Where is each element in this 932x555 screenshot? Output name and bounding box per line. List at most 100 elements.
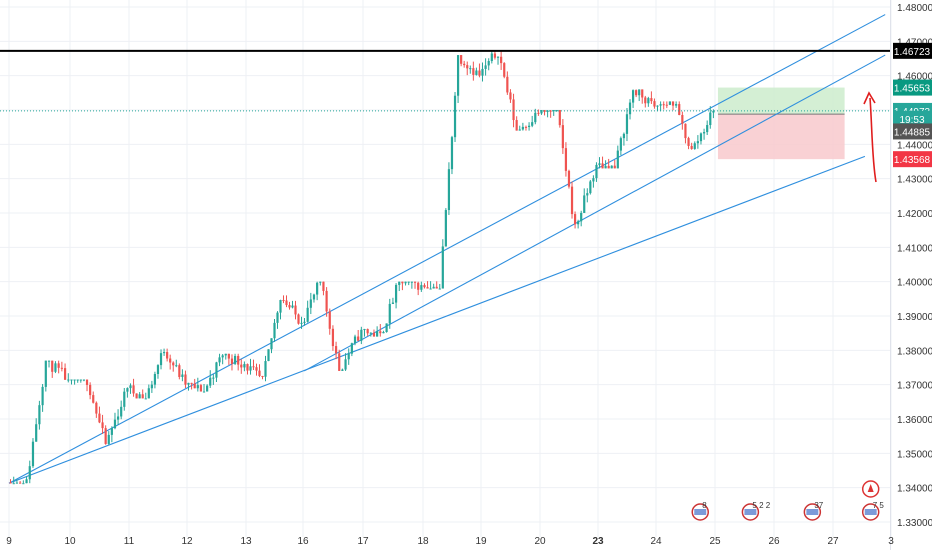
candle-body	[276, 312, 279, 323]
up-arrow-icon	[869, 97, 877, 183]
candle-body	[441, 246, 444, 289]
candle-body	[67, 379, 70, 381]
candle-body	[410, 281, 413, 283]
candle-body	[426, 287, 429, 289]
horizontal-lines	[0, 49, 890, 112]
price-tag-label: 1.46723	[894, 47, 931, 58]
candle-body	[363, 329, 366, 331]
candle-body	[19, 482, 22, 484]
candle-body	[215, 362, 218, 378]
candle-body	[570, 186, 574, 215]
candle-body	[35, 424, 38, 442]
candle-body	[372, 332, 376, 337]
candle-body	[678, 104, 681, 115]
candle-body	[622, 133, 626, 139]
candle-body	[534, 112, 537, 123]
y-tick-label: 1.42000	[897, 209, 932, 220]
candle-body	[297, 314, 300, 324]
event-marker-label: 7 5	[873, 501, 885, 510]
x-tick-label: 11	[124, 536, 135, 547]
candle-body	[89, 384, 92, 396]
candle-body	[279, 300, 282, 313]
candle-body	[475, 70, 478, 75]
candle-body	[702, 132, 706, 134]
candle-body	[227, 353, 230, 359]
candle-body	[598, 163, 601, 165]
candle-body	[166, 352, 169, 359]
candle-body	[175, 365, 178, 367]
candle-body	[147, 388, 150, 399]
price-axis-divider	[890, 0, 891, 550]
candle-body	[331, 328, 335, 347]
y-tick-label: 1.43000	[897, 175, 932, 186]
flag-stripe	[864, 509, 877, 515]
candle-body	[218, 357, 221, 363]
price-tag	[893, 123, 932, 140]
candle-body	[385, 323, 388, 332]
candle-body	[586, 193, 589, 196]
candle-body	[249, 366, 252, 371]
candle-body	[273, 322, 276, 339]
candle-body	[490, 53, 493, 62]
candle-body	[357, 336, 360, 341]
candle-body	[456, 55, 460, 96]
candle-body	[567, 170, 571, 187]
candle-body	[638, 89, 641, 96]
price-tag-label: 1.44885	[894, 127, 931, 138]
candle-body	[9, 482, 12, 484]
candle-body	[379, 331, 382, 334]
candle-body	[291, 305, 294, 308]
x-tick-label: 18	[417, 536, 429, 547]
candle-body	[334, 346, 338, 354]
y-tick-label: 1.40000	[897, 278, 932, 289]
candle-body	[589, 181, 592, 194]
candle-body	[709, 112, 712, 126]
candle-body	[44, 360, 47, 387]
y-tick-label: 1.47000	[897, 37, 932, 48]
candle-body	[604, 165, 607, 169]
flag-stripe	[694, 509, 707, 515]
candle-body	[656, 105, 659, 107]
candle-body	[561, 125, 564, 149]
candle-body	[306, 307, 309, 322]
candle-body	[338, 353, 341, 371]
candle-body	[110, 428, 113, 435]
candle-body	[641, 89, 644, 98]
candle-body	[668, 101, 672, 105]
candle-body	[481, 68, 484, 76]
candle-body	[267, 349, 270, 362]
candle-body	[407, 281, 410, 283]
candle-body	[312, 294, 316, 300]
candle-body	[353, 336, 357, 344]
candle-body	[647, 98, 650, 104]
candle-body	[347, 353, 350, 360]
candle-body	[521, 126, 524, 130]
candle-body	[469, 68, 472, 70]
candle-body	[85, 379, 89, 385]
candle-body	[382, 331, 385, 334]
candle-body	[432, 286, 435, 289]
candle-body	[129, 385, 132, 389]
candle-body	[159, 353, 163, 366]
candle-body	[264, 361, 267, 377]
candle-body	[31, 441, 35, 467]
candle-body	[261, 376, 264, 378]
candle-body	[285, 300, 288, 306]
candle-body	[63, 368, 67, 380]
candle-body	[28, 466, 31, 480]
candle-body	[156, 365, 160, 375]
candle-body	[25, 479, 28, 484]
candle-body	[325, 290, 328, 312]
candle-body	[76, 379, 79, 381]
candle-body	[564, 148, 568, 171]
candle-body	[221, 355, 224, 358]
candle-body	[444, 210, 447, 247]
candle-body	[712, 111, 715, 113]
candle-body	[388, 303, 391, 324]
candle-body	[684, 123, 687, 139]
candle-body	[288, 305, 291, 308]
candle-body	[644, 97, 647, 104]
candle-body	[693, 143, 696, 149]
candle-body	[524, 126, 528, 128]
